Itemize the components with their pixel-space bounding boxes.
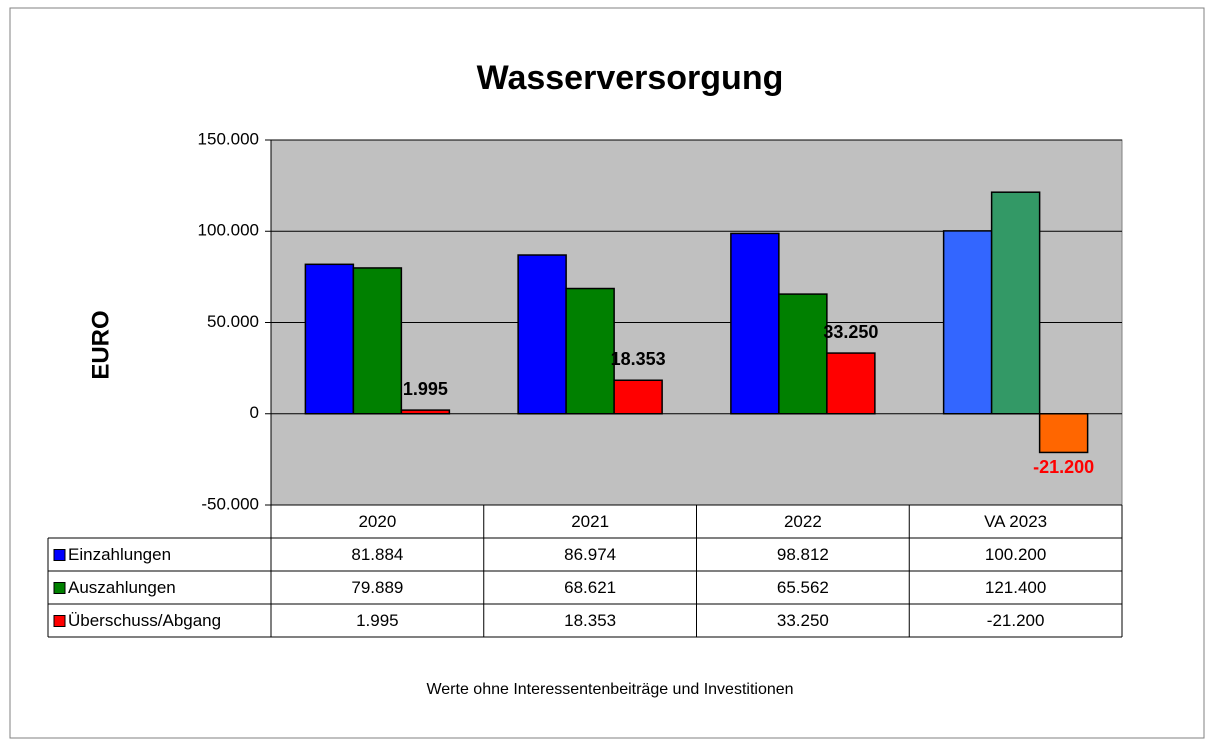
table-cell: 100.200: [985, 545, 1046, 564]
y-tick-label: 50.000: [207, 312, 259, 331]
y-tick-label: -50.000: [201, 494, 259, 513]
table-cell: 18.353: [564, 611, 616, 630]
legend-swatch: [53, 615, 66, 627]
bar: [304, 263, 355, 415]
table-cell: 65.562: [777, 578, 829, 597]
table-cell: 33.250: [777, 611, 829, 630]
legend-label: Überschuss/Abgang: [68, 611, 221, 630]
y-tick-label: 100.000: [198, 221, 259, 240]
bar: [400, 409, 451, 415]
legend-swatch: [53, 549, 66, 561]
bar: [352, 267, 403, 415]
data-label: 18.353: [611, 349, 666, 369]
bar: [613, 379, 663, 415]
table-cell: 121.400: [985, 578, 1046, 597]
data-label: 1.995: [403, 379, 448, 399]
bar: [826, 352, 876, 415]
data-label: -21.200: [1033, 457, 1094, 477]
bar: [517, 254, 567, 415]
y-axis-label: EURO: [87, 310, 114, 379]
x-tick-label: 2022: [784, 512, 822, 531]
bar: [990, 191, 1041, 415]
legend-label: Auszahlungen: [68, 578, 176, 597]
bar: [942, 230, 993, 415]
table-cell: 68.621: [564, 578, 616, 597]
x-tick-label: VA 2023: [984, 512, 1047, 531]
legend-label: Einzahlungen: [68, 545, 171, 564]
table-cell: 81.884: [351, 545, 403, 564]
data-label: 33.250: [823, 322, 878, 342]
table-cell: 98.812: [777, 545, 829, 564]
y-tick-label: 0: [250, 403, 259, 422]
y-tick-label: 150.000: [198, 129, 259, 148]
bar: [778, 293, 828, 415]
bar: [565, 287, 615, 415]
chart-title: Wasserversorgung: [477, 59, 784, 97]
x-tick-label: 2021: [571, 512, 609, 531]
table-cell: -21.200: [987, 611, 1045, 630]
legend-swatch: [53, 582, 66, 594]
bar: [1038, 413, 1089, 454]
table-cell: 1.995: [356, 611, 399, 630]
x-tick-label: 2020: [358, 512, 396, 531]
table-cell: 86.974: [564, 545, 616, 564]
bar: [730, 232, 780, 415]
table-cell: 79.889: [351, 578, 403, 597]
footnote: Werte ohne Interessentenbeiträge und Inv…: [426, 681, 793, 698]
